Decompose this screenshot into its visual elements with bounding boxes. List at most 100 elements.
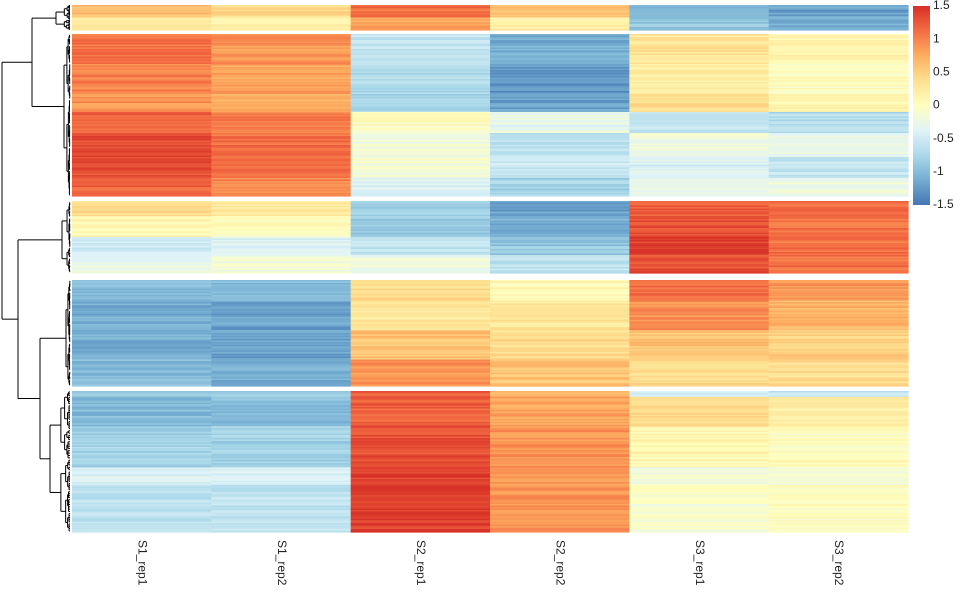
heatmap-cell xyxy=(72,445,212,448)
heatmap-cell xyxy=(629,377,770,380)
heatmap-cell xyxy=(350,25,491,28)
heatmap-cell xyxy=(72,464,212,467)
heatmap-cell xyxy=(72,281,212,284)
heatmap-cell xyxy=(490,258,630,261)
heatmap-cell xyxy=(72,423,212,426)
heatmap-cell xyxy=(350,151,491,154)
heatmap-cell xyxy=(768,253,909,256)
heatmap-cell xyxy=(629,50,770,53)
heatmap-cell xyxy=(490,462,630,466)
heatmap-cell xyxy=(350,479,491,482)
heatmap-cell xyxy=(490,67,630,70)
heatmap-cell xyxy=(768,259,909,262)
heatmap-cell xyxy=(490,515,630,518)
heatmap-cell xyxy=(211,145,352,148)
heatmap-cell xyxy=(350,226,491,229)
heatmap-cell xyxy=(490,253,630,256)
heatmap-cell xyxy=(350,88,491,91)
heatmap-cell xyxy=(72,79,212,82)
heatmap-cell xyxy=(629,53,770,56)
heatmap-cell xyxy=(490,244,630,247)
heatmap-cell xyxy=(350,34,491,37)
heatmap-cell xyxy=(211,515,352,518)
heatmap-cell xyxy=(72,77,212,80)
heatmap-cell xyxy=(72,247,212,250)
heatmap-cell xyxy=(629,280,770,283)
heatmap-cell xyxy=(768,365,909,368)
heatmap-cell xyxy=(490,172,630,175)
heatmap-cell xyxy=(490,68,630,71)
heatmap-cell xyxy=(211,149,352,152)
heatmap-cell xyxy=(350,360,491,364)
heatmap-cell xyxy=(211,321,352,324)
heatmap-cell xyxy=(350,316,491,319)
heatmap-cell xyxy=(629,420,770,423)
heatmap-cell xyxy=(211,211,352,214)
heatmap-cell xyxy=(350,115,491,118)
heatmap-cell xyxy=(350,321,491,324)
heatmap-cell xyxy=(211,205,352,208)
heatmap-cell xyxy=(768,371,909,374)
heatmap-cell xyxy=(490,185,630,188)
heatmap-cell xyxy=(72,201,212,204)
heatmap-cell xyxy=(768,380,909,383)
heatmap-cell xyxy=(629,312,770,315)
heatmap-cell xyxy=(768,80,909,83)
heatmap-cell xyxy=(350,131,491,134)
heatmap-cell xyxy=(72,234,212,237)
heatmap-cell xyxy=(350,122,491,125)
heatmap-cell xyxy=(350,414,491,417)
heatmap-cell xyxy=(211,424,352,427)
heatmap-cell xyxy=(211,443,352,446)
heatmap-cell xyxy=(211,296,352,299)
heatmap-cell xyxy=(72,300,212,303)
heatmap-cell xyxy=(350,356,491,359)
heatmap-cell xyxy=(490,127,630,130)
heatmap-cell xyxy=(211,122,352,125)
heatmap-cell xyxy=(768,405,909,408)
heatmap-cell xyxy=(490,512,630,515)
heatmap-cell xyxy=(72,346,212,349)
heatmap-cell xyxy=(72,474,212,477)
heatmap-cell xyxy=(211,293,352,296)
heatmap-cell xyxy=(211,65,352,68)
heatmap-cell xyxy=(211,493,352,496)
heatmap-cell xyxy=(490,5,630,8)
heatmap-cell xyxy=(490,363,630,366)
heatmap-cell xyxy=(629,355,770,358)
heatmap-cell xyxy=(211,35,352,38)
heatmap-cell xyxy=(211,229,352,232)
heatmap-cell xyxy=(211,217,352,220)
heatmap-cell xyxy=(72,446,212,449)
heatmap-cell xyxy=(768,378,909,381)
heatmap-cell xyxy=(72,504,212,507)
heatmap-cell xyxy=(350,191,491,194)
heatmap-cell xyxy=(490,377,630,380)
heatmap-cell xyxy=(629,383,770,386)
heatmap-cell xyxy=(350,249,491,252)
heatmap-cell xyxy=(211,140,352,143)
heatmap-cell xyxy=(211,249,352,252)
heatmap-cell xyxy=(629,414,770,417)
heatmap-cell xyxy=(629,270,770,273)
heatmap-cell xyxy=(350,118,491,121)
heatmap-cell xyxy=(768,61,909,64)
heatmap-cell xyxy=(629,359,770,362)
heatmap-cell xyxy=(350,61,491,64)
heatmap-cell xyxy=(350,70,491,73)
heatmap-cell xyxy=(72,89,212,92)
heatmap-cell xyxy=(629,154,770,157)
heatmap-cell xyxy=(350,67,491,70)
heatmap-cell xyxy=(72,55,212,58)
heatmap-cell xyxy=(350,207,491,210)
heatmap-cell xyxy=(211,499,352,502)
heatmap-cell xyxy=(72,160,212,163)
heatmap-cell xyxy=(490,433,630,436)
heatmap-cell xyxy=(350,155,491,158)
heatmap-cell xyxy=(211,467,352,470)
heatmap-cell xyxy=(211,302,352,305)
heatmap-cell xyxy=(350,211,491,214)
heatmap-cell xyxy=(768,178,909,181)
heatmap-cell xyxy=(490,485,630,488)
heatmap-cell xyxy=(350,6,491,9)
